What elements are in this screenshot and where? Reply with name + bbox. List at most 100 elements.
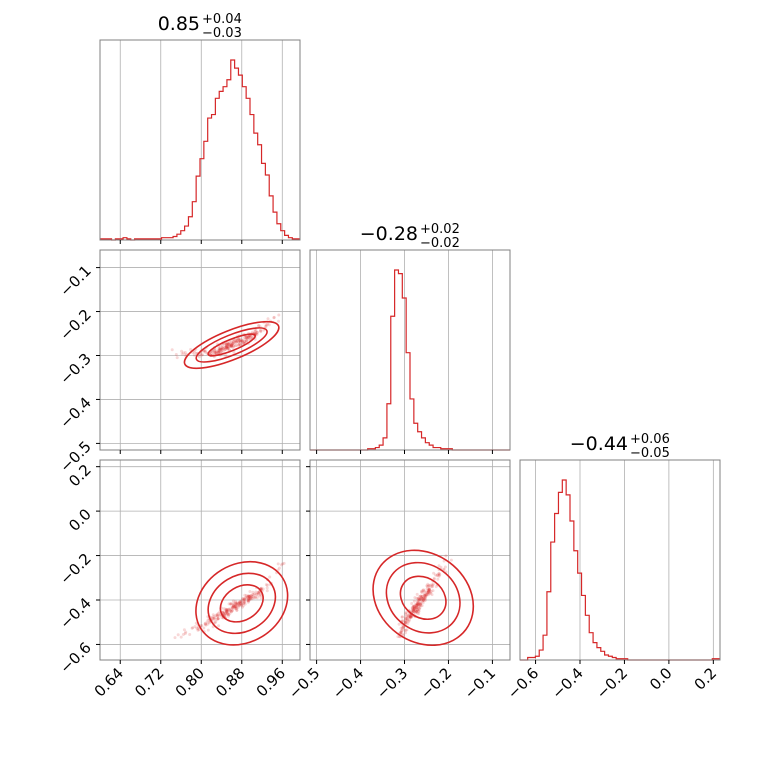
sample-point [431,585,434,589]
sample-point [407,614,411,618]
sample-point [419,598,423,602]
sample-point [211,616,215,620]
sample-point [423,594,427,597]
sample-point [245,335,249,339]
sample-point [200,353,204,357]
sample-point [415,606,419,610]
sample-point [245,339,249,343]
sample-point [416,602,420,606]
sample-point [277,319,280,323]
y-tick-label: −0.6 [56,639,94,677]
contour-level-0 [399,575,447,621]
sample-point [417,604,421,608]
sample-point [415,602,419,606]
sample-point [196,627,200,631]
sample-point [247,599,251,603]
sample-point [406,619,410,623]
sample-point [224,611,227,615]
sample-point [259,328,263,332]
sample-point [256,324,260,328]
sample-point [227,343,231,347]
title-param-1: −0.28 +0.02 −0.02 [360,222,460,251]
sample-point [201,353,204,357]
sample-point [268,575,272,579]
sample-point [203,349,207,353]
sample-point [196,628,200,632]
sample-point [412,607,416,611]
y-tick-label: −0.4 [56,394,94,432]
sample-point [412,605,416,609]
sample-point [264,324,268,328]
sample-point [425,590,428,594]
sample-point [216,617,220,621]
sample-point [242,598,246,602]
sample-point [235,339,239,342]
sample-point [265,589,269,593]
sample-point [261,587,265,591]
sample-point [193,350,197,354]
sample-point [427,589,431,593]
sample-point [217,350,221,354]
sample-point [240,603,244,607]
sample-point [219,347,223,351]
sample-point [215,617,219,621]
sample-point [411,607,415,611]
sample-point [439,565,443,569]
sample-point [202,626,206,630]
sample-point [427,590,431,594]
sample-point [420,591,424,594]
sample-point [426,593,430,597]
sample-point [408,614,412,618]
sample-point [253,330,257,334]
sample-point [217,347,221,351]
sample-point [425,592,429,596]
y-tick-label: 0.0 [65,505,95,535]
sample-point [179,635,183,639]
sample-point [415,596,419,600]
sample-point [248,598,252,602]
contour-level-1 [195,327,268,363]
sample-point [217,611,220,615]
sample-point [437,573,441,577]
sample-point [437,564,441,568]
sample-point [405,611,408,615]
title-param-2-value: −0.44 [570,433,628,455]
sample-point [264,583,268,587]
sample-point [427,591,431,595]
sample-point [181,351,185,355]
sample-point [219,347,223,351]
sample-point [425,587,429,591]
sample-point [216,351,220,355]
sample-point [251,590,255,594]
sample-point [413,605,416,608]
sample-point [422,596,426,600]
sample-point [244,336,248,339]
y-tick-label: −0.2 [56,306,94,344]
sample-point [246,597,250,601]
histogram-param-0 [100,59,300,241]
title-param-1-value: −0.28 [360,223,418,245]
sample-point [226,346,230,350]
sample-point [415,603,418,607]
sample-point [239,602,243,606]
panel-frame [99,459,301,661]
sample-point [213,351,217,355]
sample-point [235,601,239,605]
sample-point [238,600,242,604]
sample-point [223,345,227,349]
sample-point [224,354,228,358]
panel-2-1 [309,459,511,661]
sample-point [415,609,418,613]
sample-point [193,353,196,357]
sample-point [410,614,414,618]
sample-point [409,614,413,618]
sample-point [239,600,242,604]
sample-point [221,346,224,350]
sample-point [404,613,408,616]
sample-point [238,600,242,604]
sample-point [216,617,220,621]
sample-point [428,589,432,592]
sample-point [216,616,220,620]
sample-point [227,345,230,349]
sample-point [224,344,228,348]
